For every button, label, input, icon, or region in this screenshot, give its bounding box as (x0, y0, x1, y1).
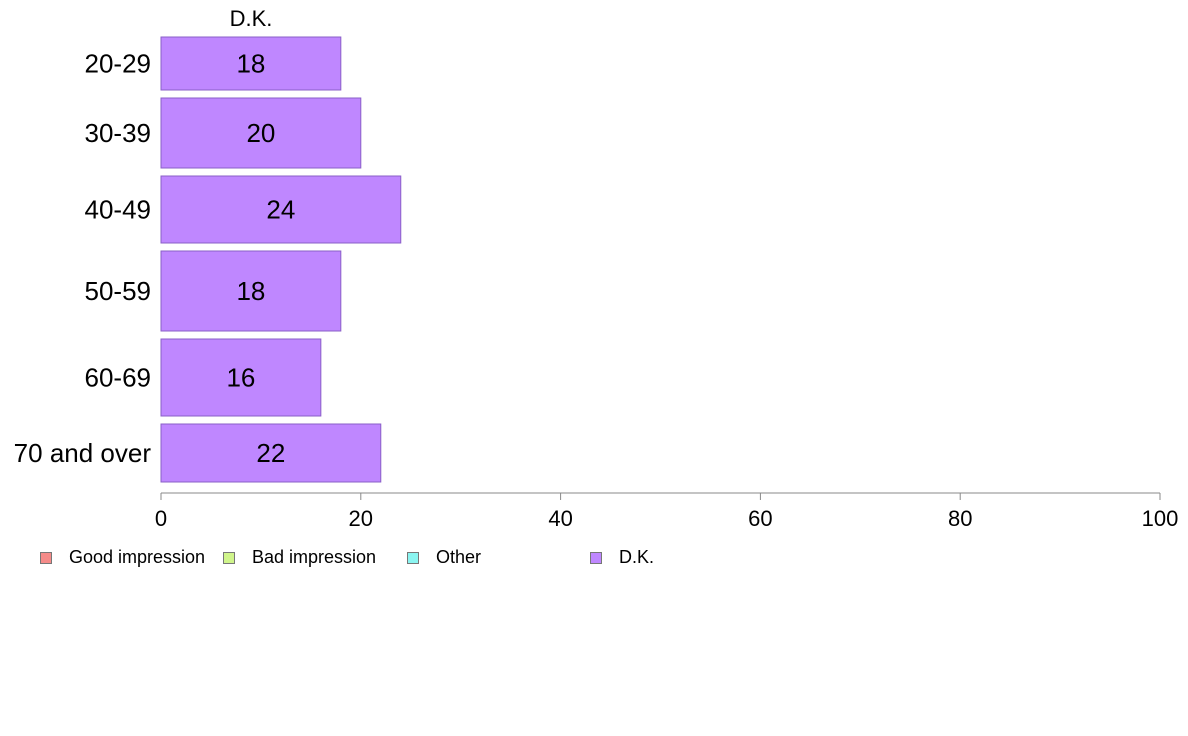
legend-label-bad-impression: Bad impression (252, 547, 377, 567)
x-tick-label-100: 100 (1142, 506, 1179, 531)
legend-label-other: Other (436, 547, 482, 567)
bar-value-30-39: 20 (246, 118, 275, 148)
legend-item-bad-impression: Bad impression (223, 547, 376, 568)
bar-30-39 (160, 97, 362, 169)
bars-group: 20-29 18 30-39 20 40-49 24 50-59 18 60-69 16 70 an… (14, 36, 402, 483)
category-label-70-and-over: 70 and over (14, 438, 152, 468)
bar-20-29 (160, 36, 342, 91)
bar-value-60-69: 16 (226, 363, 255, 393)
bar-60-69 (160, 338, 322, 417)
x-tick-label-80: 80 (948, 506, 972, 531)
legend-item-good-impression: Good impression (40, 547, 205, 568)
bar-value-40-49: 24 (266, 195, 295, 225)
legend: Good impression Bad impression Other D.K… (40, 547, 740, 569)
legend-swatch-good-impression (40, 551, 52, 564)
legend-item-dk: D.K. (590, 547, 654, 568)
x-tick-label-60: 60 (748, 506, 772, 531)
category-label-40-49: 40-49 (85, 195, 152, 225)
legend-swatch-bad-impression (223, 551, 235, 564)
legend-label-dk: D.K. (619, 547, 655, 567)
bar-value-70-and-over: 22 (256, 438, 285, 468)
category-label-30-39: 30-39 (85, 118, 152, 148)
category-label-50-59: 50-59 (85, 276, 152, 306)
x-axis: 0 20 40 60 80 100 (155, 492, 1179, 531)
category-label-60-69: 60-69 (85, 363, 152, 393)
legend-swatch-dk (590, 551, 602, 564)
category-label-20-29: 20-29 (85, 49, 152, 79)
series-title: D.K. (230, 6, 273, 31)
x-tick-label-20: 20 (349, 506, 373, 531)
legend-swatch-other (407, 551, 419, 564)
bar-40-49 (160, 175, 402, 244)
bar-50-59 (160, 250, 342, 332)
bar-70-and-over (160, 423, 382, 483)
x-tick-label-40: 40 (548, 506, 572, 531)
chart: D.K. 20-29 18 30-39 20 40-49 24 50-59 18 60-69 16… (14, 6, 1179, 531)
legend-item-other: Other (407, 547, 481, 568)
bar-value-50-59: 18 (236, 276, 265, 306)
legend-label-good-impression: Good impression (69, 547, 206, 567)
x-tick-label-0: 0 (155, 506, 167, 531)
bar-value-20-29: 18 (236, 49, 265, 79)
